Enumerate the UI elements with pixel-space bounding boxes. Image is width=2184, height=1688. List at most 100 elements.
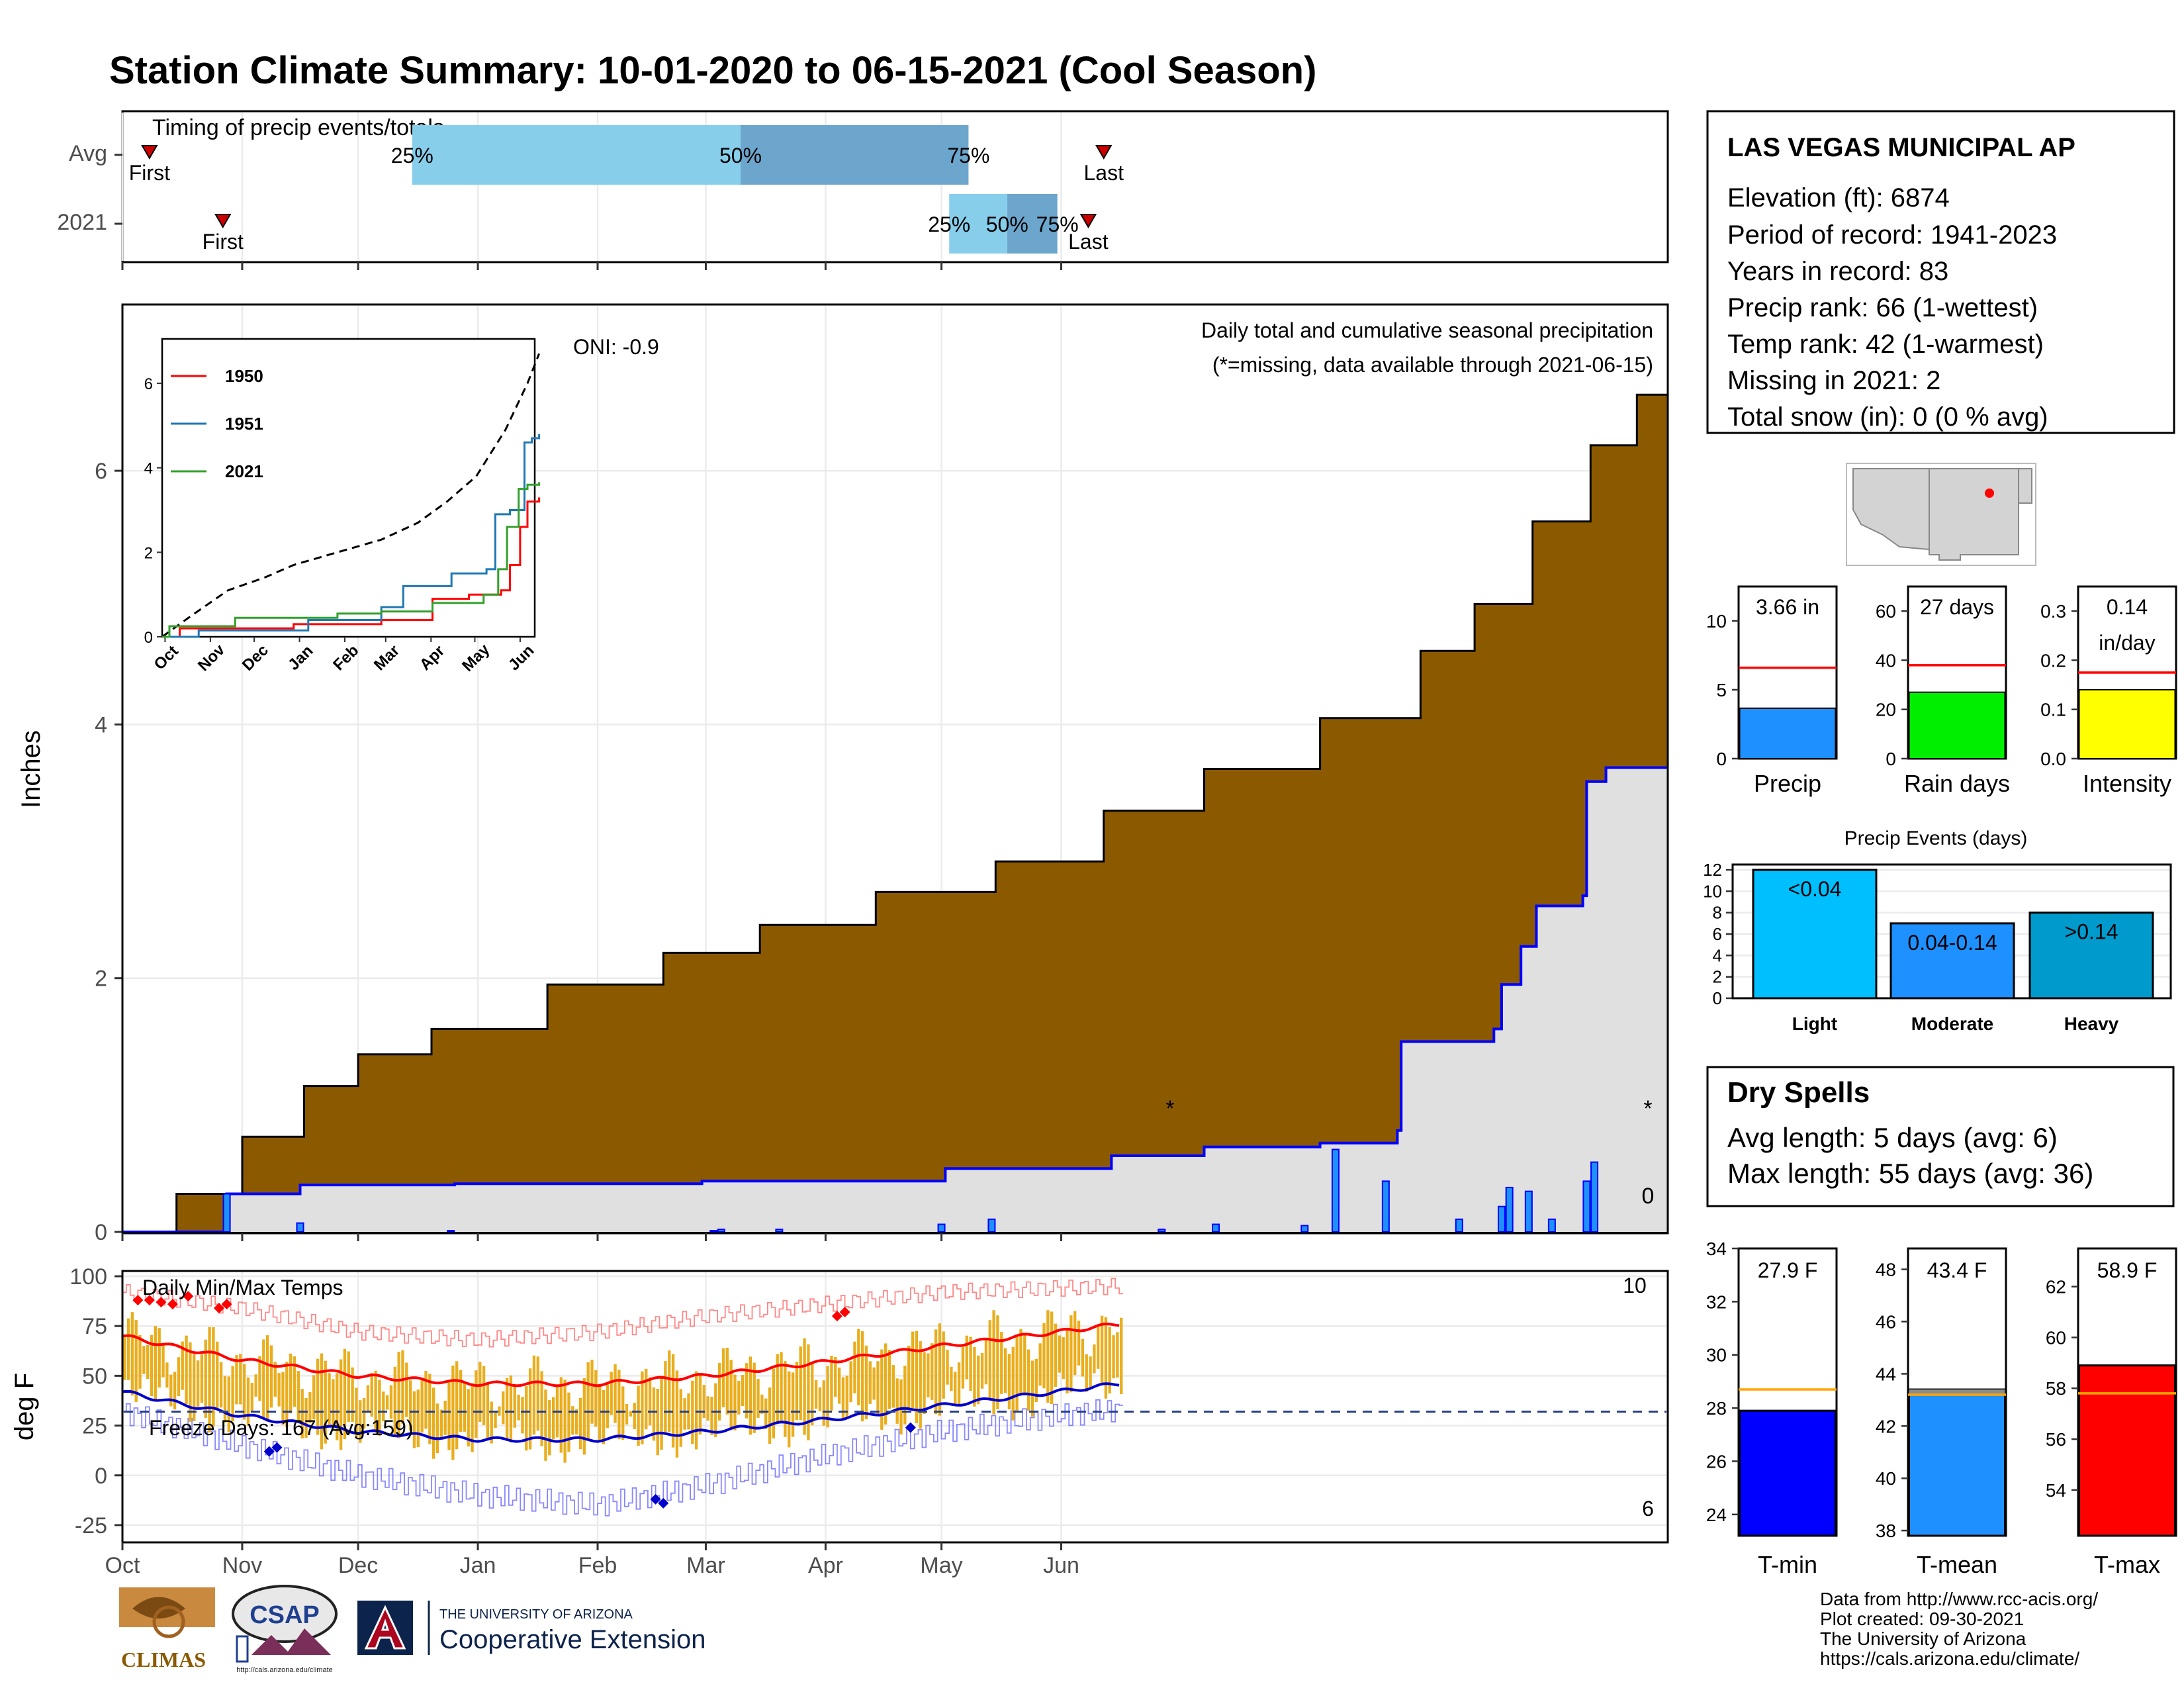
precip-ylabel: Inches	[17, 730, 46, 808]
daily-temp-bar	[853, 1341, 856, 1393]
daily-temp-bar	[370, 1372, 373, 1417]
daily-temp-bar	[737, 1381, 741, 1415]
daily-temp-bar	[1042, 1323, 1046, 1389]
record-high-marker	[221, 1299, 232, 1310]
daily-temp-bar	[551, 1397, 555, 1440]
dry-spells-avg: Avg length: 5 days (avg: 6)	[1727, 1122, 2058, 1153]
event-bar-label: >0.14	[2065, 920, 2118, 944]
daily-temp-bar	[200, 1354, 204, 1403]
daily-temp-bar	[567, 1392, 570, 1452]
daily-temp-bar	[1050, 1311, 1054, 1405]
inset-ytick-label: 0	[144, 629, 153, 647]
precip-events-title: Precip Events (days)	[1844, 827, 2028, 849]
daily-temp-bar	[860, 1331, 864, 1422]
daily-temp-bar	[887, 1350, 891, 1409]
daily-temp-bar	[803, 1338, 806, 1435]
daily-precip-bar	[1505, 1186, 1514, 1233]
map-state-new-mexico	[1929, 468, 2019, 561]
daily-temp-bar	[717, 1363, 721, 1421]
gauge-tick-label: 10	[1706, 611, 1727, 632]
csap-logo: CSAP http://cals.arizona.edu/climate	[232, 1585, 338, 1674]
timing-first-label: First	[203, 230, 244, 254]
daily-temp-bar	[308, 1392, 312, 1424]
daily-temp-bar	[919, 1341, 922, 1429]
daily-temp-bar	[849, 1361, 852, 1403]
daily-temp-bar	[123, 1336, 126, 1380]
daily-temp-bar	[432, 1387, 435, 1459]
gauge-tick-label: 0	[1886, 749, 1896, 769]
daily-temp-bar	[478, 1362, 482, 1423]
daily-precip-bar	[1497, 1205, 1506, 1233]
daily-temp-bar	[231, 1366, 234, 1422]
daily-temp-bar	[293, 1356, 296, 1407]
avg-min-line	[122, 1382, 1120, 1443]
temp-gauge-bar-T-min	[1739, 1409, 1837, 1537]
footer-credits: Data from http://www.rcc-acis.org/ Plot …	[1820, 1589, 2098, 1669]
daily-temp-bar	[660, 1378, 663, 1450]
gauge-value-label: 27 days	[1920, 595, 1994, 619]
daily-temp-bar	[617, 1370, 621, 1440]
daily-precip-bar	[1300, 1225, 1309, 1233]
daily-temp-bar	[950, 1366, 953, 1391]
daily-precip-bar	[709, 1230, 718, 1233]
daily-temp-bar	[451, 1365, 455, 1460]
daily-temp-bar	[590, 1360, 594, 1424]
daily-temp-bar	[498, 1406, 501, 1416]
daily-temp-bar	[439, 1409, 443, 1437]
daily-temp-bar	[521, 1397, 524, 1434]
oni-label: ONI: -0.9	[573, 335, 659, 359]
gauge-name: Rain days	[1904, 770, 2010, 797]
daily-temp-bar	[544, 1389, 547, 1461]
daily-temp-bar	[891, 1365, 895, 1408]
event-category-label: Moderate	[1911, 1013, 1993, 1034]
daily-temp-bar	[629, 1411, 633, 1417]
daily-temp-bar	[505, 1378, 509, 1442]
daily-precip-bar	[1331, 1149, 1340, 1233]
missing-marker: *	[1643, 1096, 1652, 1121]
daily-temp-bar	[822, 1380, 825, 1426]
temp-gauge-value-label: 58.9 F	[2097, 1258, 2158, 1282]
daily-temp-bar	[366, 1385, 370, 1413]
daily-temp-bar	[262, 1339, 265, 1418]
csap-wordmark: CSAP	[250, 1601, 320, 1629]
page-title: Station Climate Summary: 10-01-2020 to 0…	[109, 49, 1316, 92]
daily-precip-bar	[1547, 1218, 1556, 1233]
daily-temp-bar	[733, 1374, 737, 1430]
temp-ytick-label: -25	[75, 1513, 107, 1538]
dry-spells-max: Max length: 55 days (avg: 36)	[1727, 1158, 2093, 1189]
daily-temp-bar	[795, 1362, 799, 1421]
inset-series-line	[162, 482, 541, 638]
timing-row-avg: Avg	[69, 141, 107, 166]
climas-logo: CLIMAS	[119, 1587, 215, 1671]
daily-temp-bar	[698, 1373, 702, 1434]
daily-temp-bar	[374, 1370, 377, 1433]
daily-temp-bar	[540, 1371, 543, 1446]
temp-gauge-tick-label: 54	[2046, 1480, 2066, 1501]
daily-temp-bar	[1038, 1343, 1042, 1386]
daily-temp-bar	[837, 1367, 841, 1404]
daily-temp-bar	[969, 1336, 972, 1391]
daily-temp-bar	[872, 1367, 876, 1400]
daily-precip-bar	[987, 1218, 996, 1233]
temp-gauge-tick-label: 46	[1876, 1311, 1896, 1332]
daily-temp-bar	[938, 1323, 942, 1416]
daily-temp-bar	[721, 1348, 725, 1407]
events-tick-label: 2	[1713, 967, 1722, 987]
timing-last-marker-Avg	[1095, 145, 1113, 160]
dry-spells-box: Dry Spells Avg length: 5 days (avg: 6) M…	[1706, 1066, 2175, 1207]
daily-temp-bar	[574, 1409, 578, 1434]
timing-last-label: Last	[1083, 161, 1124, 185]
daily-precip-bar	[717, 1229, 725, 1233]
events-tick-label: 6	[1713, 924, 1722, 944]
record-low-marker	[263, 1446, 275, 1457]
daily-temp-bar	[378, 1380, 381, 1436]
record-high-marker	[183, 1291, 194, 1302]
daily-temp-bar	[633, 1403, 636, 1429]
station-name: LAS VEGAS MUNICIPAL AP	[1727, 133, 2075, 162]
daily-temp-bar	[641, 1371, 644, 1444]
daily-temp-bar	[324, 1360, 327, 1444]
daily-temp-bar	[857, 1329, 860, 1405]
timing-label: Timing of precip events/totals	[152, 115, 444, 140]
daily-temp-bar	[915, 1331, 919, 1423]
